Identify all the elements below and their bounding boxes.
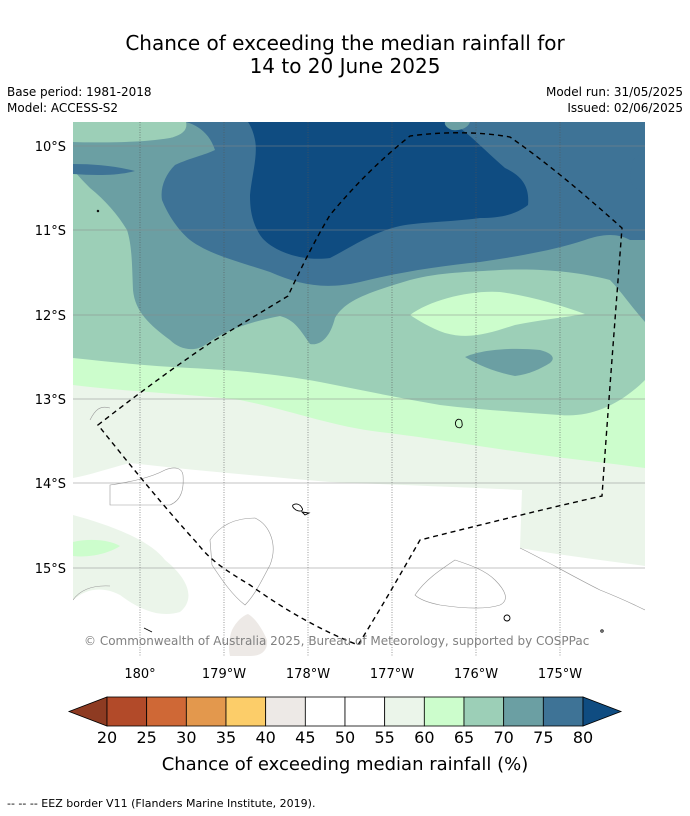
longitude-labels: 180° 179°W 178°W 177°W 176°W 175°W	[124, 667, 582, 682]
legend-bin	[146, 696, 187, 727]
legend-bin	[265, 696, 306, 727]
lon-label-176w: 176°W	[454, 667, 498, 682]
legend-tick-labels: 20 25 30 35 40 45 50 55 60 65 70 75 80	[97, 728, 593, 747]
legend-title: Chance of exceeding median rainfall (%)	[162, 754, 529, 775]
legend-tick-label: 60	[414, 728, 434, 747]
legend-bin	[463, 696, 505, 727]
contour-70-75-top-strip	[444, 122, 470, 131]
longitude-gridlines	[139, 122, 561, 656]
legend-arrow-low	[67, 696, 108, 727]
model-label: Model: ACCESS-S2	[7, 101, 119, 115]
legend-bins	[106, 696, 584, 727]
lat-label-10s: 10°S	[35, 140, 66, 155]
legend-tick-label: 50	[335, 728, 355, 747]
legend-tick-label: 20	[97, 728, 117, 747]
contour-55-60-patch-sw	[73, 515, 189, 615]
legend-tick-label: 55	[374, 728, 394, 747]
lat-label-11s: 11°S	[35, 224, 66, 239]
legend-tick-label: 45	[295, 728, 315, 747]
meta-left: Base period: 1981-2018 Model: ACCESS-S2	[7, 84, 152, 116]
lon-label-177w: 177°W	[370, 667, 414, 682]
contour-60-65-inner	[410, 291, 585, 336]
lat-label-13s: 13°S	[35, 393, 66, 408]
legend-bin	[542, 696, 584, 727]
legend-bin	[503, 696, 544, 727]
lat-label-12s: 12°S	[35, 309, 66, 324]
contour-70-75-inner	[465, 348, 553, 376]
contour-lines	[73, 406, 645, 611]
lon-label-179w: 179°W	[202, 667, 246, 682]
base-period-label: Base period: 1981-2018	[7, 85, 152, 99]
copyright-text: © Commonwealth of Australia 2025, Bureau…	[84, 634, 589, 648]
legend-tick-label: 75	[533, 728, 553, 747]
legend-tick-label: 40	[255, 728, 275, 747]
legend-bin	[106, 696, 148, 727]
islands	[96, 209, 604, 633]
map-title: Chance of exceeding the median rainfall …	[0, 32, 690, 78]
legend-bin	[423, 696, 465, 727]
lat-label-15s: 15°S	[35, 562, 66, 577]
eez-border	[97, 132, 623, 646]
issued-label: Issued: 02/06/2025	[567, 101, 683, 115]
latitude-labels: 10°S 11°S 12°S 13°S 14°S 15°S	[35, 140, 66, 577]
map-area: © Commonwealth of Australia 2025, Bureau…	[73, 122, 645, 656]
legend-bin	[344, 696, 386, 727]
contour-40-45-patch	[228, 614, 268, 656]
lon-label-175w: 175°W	[538, 667, 582, 682]
model-run-label: Model run: 31/05/2025	[545, 85, 683, 99]
lon-label-178w: 178°W	[286, 667, 330, 682]
legend-tick-label: 65	[454, 728, 474, 747]
eez-footnote: -- -- -- EEZ border V11 (Flanders Marine…	[7, 797, 316, 810]
legend-tick-label: 35	[216, 728, 236, 747]
title-line-2: 14 to 20 June 2025	[249, 54, 441, 78]
title-line-1: Chance of exceeding the median rainfall …	[125, 31, 565, 55]
legend-tick-label: 70	[493, 728, 513, 747]
legend-arrow-high	[582, 696, 623, 727]
contour-above-80	[248, 122, 529, 259]
legend-tick-label: 25	[136, 728, 156, 747]
contour-60-65-patch-sw	[73, 539, 120, 557]
legend-bin	[185, 696, 227, 727]
legend-tick-label: 30	[176, 728, 196, 747]
legend-bin	[225, 696, 267, 727]
lat-label-14s: 14°S	[35, 477, 66, 492]
contour-65-70-top-left	[73, 122, 187, 143]
legend-bin	[384, 696, 425, 727]
legend-bin	[304, 696, 346, 727]
latitude-gridlines	[73, 145, 645, 569]
lon-label-180: 180°	[124, 667, 155, 682]
legend-tick-label: 80	[573, 728, 593, 747]
meta-right: Model run: 31/05/2025 Issued: 02/06/2025	[546, 84, 683, 116]
color-legend: 20 25 30 35 40 45 50 55 60 65 70 75 80 Chance of exc…	[67, 696, 623, 775]
